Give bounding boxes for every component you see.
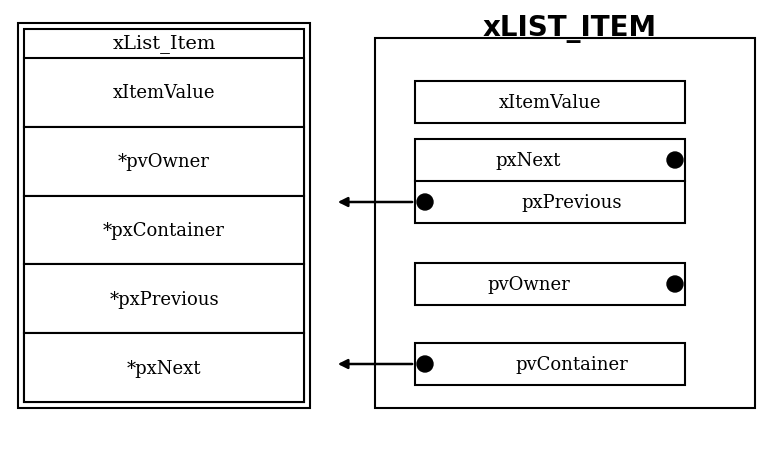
Text: *pxNext: *pxNext	[127, 359, 201, 377]
Bar	[24, 265, 304, 333]
Circle shape	[417, 356, 433, 372]
Text: *pxContainer: *pxContainer	[103, 221, 225, 239]
Circle shape	[667, 153, 683, 169]
Bar	[24, 196, 304, 265]
Bar	[375, 39, 755, 408]
Bar	[415, 263, 685, 305]
Text: pvContainer: pvContainer	[515, 355, 628, 373]
Text: pvOwner: pvOwner	[487, 275, 570, 294]
Circle shape	[667, 276, 683, 292]
Bar	[415, 343, 685, 385]
Bar	[24, 59, 304, 127]
Bar	[24, 127, 304, 196]
Text: *pvOwner: *pvOwner	[118, 153, 210, 171]
Bar	[415, 82, 685, 124]
Text: xLIST_ITEM: xLIST_ITEM	[483, 15, 657, 43]
Text: pxNext: pxNext	[495, 152, 561, 169]
Bar	[18, 24, 310, 408]
Circle shape	[417, 194, 433, 211]
Text: xItemValue: xItemValue	[113, 84, 215, 102]
Bar	[415, 140, 685, 224]
Text: xItemValue: xItemValue	[498, 94, 601, 112]
Text: pxPrevious: pxPrevious	[521, 194, 622, 212]
Bar	[24, 333, 304, 402]
Text: xList_Item: xList_Item	[112, 34, 216, 53]
Text: *pxPrevious: *pxPrevious	[109, 290, 219, 308]
Bar	[24, 30, 304, 402]
